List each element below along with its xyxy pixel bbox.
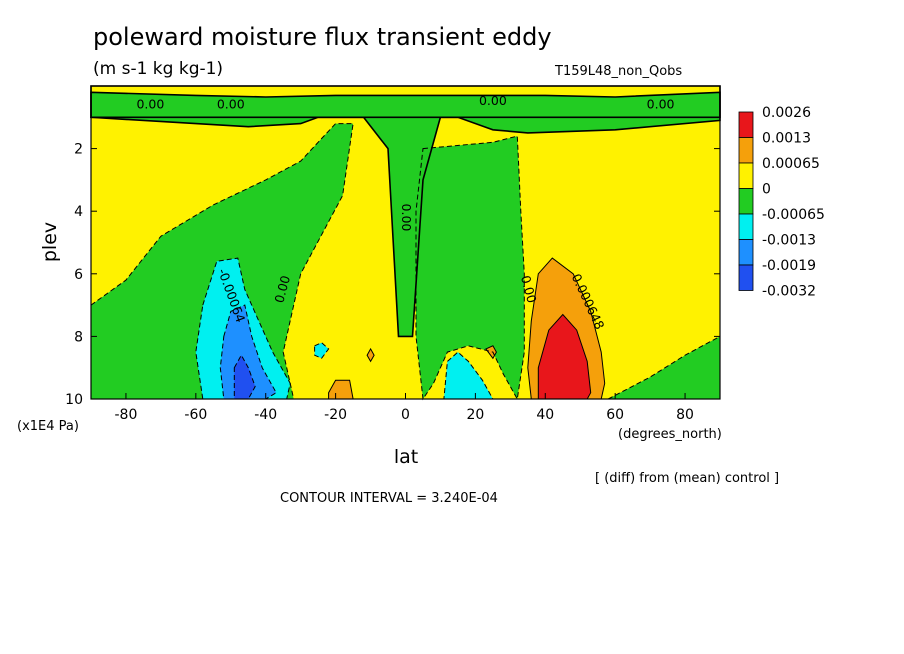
region-south-negative-center [234,355,256,399]
y-tick-label-1: 4 [74,204,83,220]
x-tick-label-6: 40 [536,407,554,423]
x-axis-label: lat [394,446,418,468]
x-tick-label-0: -80 [115,407,138,423]
contour-north-tropical-positive-spot [485,345,497,360]
contour-label-2: 0.00 [479,93,507,108]
region-tropical-negative-spot [314,342,329,359]
plot-area: 0.00 0.00 0.00 0.000.000.00 0.00-0.00064 0.00… [90,85,721,401]
x-tick-label-2: -40 [254,407,277,423]
y-tick-label-0: 2 [74,142,83,158]
legend-swatch-2 [738,162,754,189]
y-tick-label-2: 6 [74,267,83,283]
chart-title: poleward moisture flux transient eddy [93,23,552,51]
contour-north-positive-outer [527,257,606,400]
legend-swatch-3 [738,188,754,215]
legend-swatch-0 [738,111,754,138]
x-tick-label-4: 0 [401,407,410,423]
x-tick-label-5: 20 [466,407,484,423]
x-tick-label-7: 60 [606,407,624,423]
legend-swatch-1 [738,137,754,164]
contour-label-0: 0.00 [136,96,164,111]
y-tick-label-4: 10 [65,392,83,408]
contour-label-6: 0.00 [518,274,540,305]
contour-south-negative-inner [195,257,291,400]
contour-tropical-positive-spot [366,347,375,363]
color-legend: 0.0026 0.0013 0.00065 0 -0.00065 -0.0013 -0.00… [738,105,825,300]
region-north-positive-core [538,314,591,399]
y-tick-label-3: 8 [74,329,83,345]
legend-label-5: -0.0013 [762,233,816,249]
contour-upper-negative-band [90,91,721,338]
chart-units: (m s-1 kg kg-1) [93,59,223,79]
region-upper-negative-band [91,92,720,337]
contour-label-1: 0.00 [217,96,245,111]
legend-swatch-6 [738,264,754,291]
legend-label-3: 0 [762,182,771,198]
contour-south-negative-core [219,304,277,400]
legend-label-1: 0.0013 [762,131,811,147]
legend-label-7: -0.0032 [762,284,816,300]
legend-label-4: -0.00065 [762,207,825,223]
contour-north-polar-negative [607,335,721,400]
region-north-tropical-positive-spot [485,345,497,359]
y-axis-ticks: 2 4 6 8 10 [65,142,720,408]
x-tick-label-1: -60 [184,407,207,423]
y-axis-label: plev [39,222,61,262]
contour-south-positive-spot [328,379,354,400]
region-north-polar-negative [608,336,720,399]
legend-swatch-5 [738,239,754,266]
legend-label-6: -0.0019 [762,258,816,274]
legend-label-2: 0.00065 [762,156,820,172]
contour-label-5: 0.00 [271,274,293,305]
x-axis-unit: (degrees_north) [618,427,722,442]
y-axis-unit: (x1E4 Pa) [17,419,79,434]
contour-interval: CONTOUR INTERVAL = 3.240E-04 [280,491,498,506]
legend-label-0: 0.0026 [762,105,811,121]
x-tick-label-8: 80 [676,407,694,423]
x-axis-ticks: -80 -60 -40 -20 0 20 40 60 80 [115,393,694,423]
region-north-negative-inner [443,352,493,399]
region-south-positive-spot [328,380,354,399]
run-label: T159L48_non_Qobs [554,64,682,79]
contour-label-3: 0.00 [647,96,675,111]
diff-annotation: [ (diff) from (mean) control ] [595,471,779,486]
legend-swatch-4 [738,213,754,240]
region-north-midlat-negative [416,136,525,399]
x-tick-label-3: -20 [324,407,347,423]
contour-label-4: 0.00 [399,204,414,232]
contour-north-midlat-negative [415,135,525,401]
